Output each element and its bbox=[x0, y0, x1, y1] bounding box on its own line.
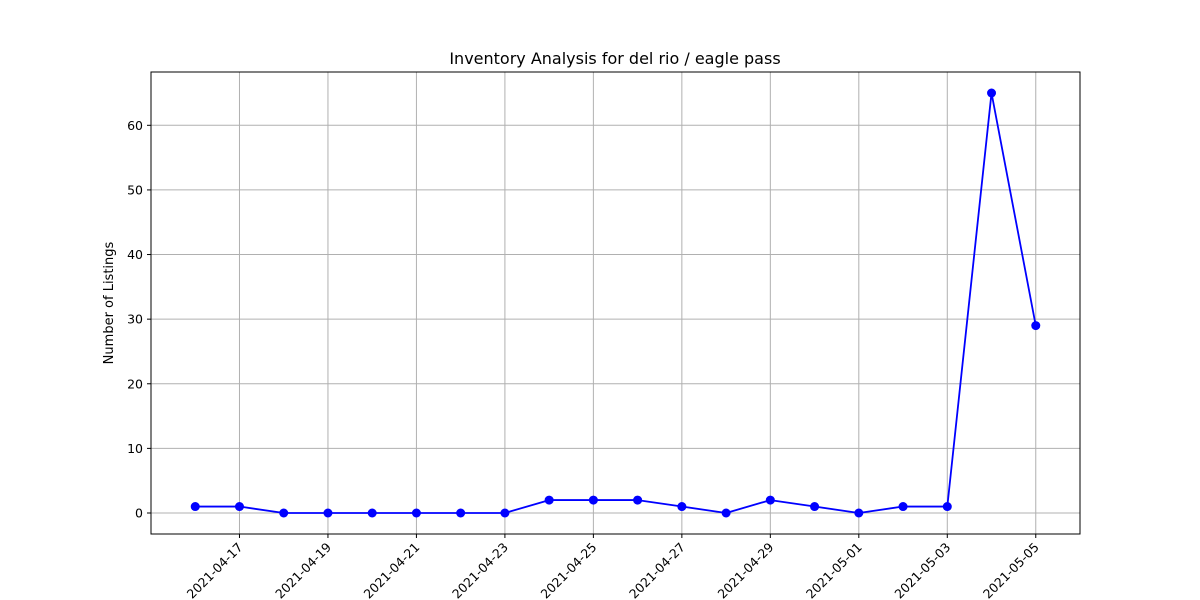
data-point bbox=[411, 508, 421, 518]
data-point bbox=[721, 508, 731, 518]
data-point bbox=[500, 508, 510, 518]
y-tick-label: 30 bbox=[127, 312, 143, 327]
data-point bbox=[544, 495, 554, 505]
data-point bbox=[588, 495, 598, 505]
data-series bbox=[190, 88, 1041, 518]
series-line bbox=[195, 92, 1037, 514]
y-tick-label: 10 bbox=[127, 441, 143, 456]
data-point bbox=[987, 88, 997, 98]
data-point bbox=[677, 502, 687, 512]
data-point bbox=[234, 502, 244, 512]
y-axis-title: Number of Listings bbox=[102, 241, 117, 364]
y-tick-label: 20 bbox=[127, 376, 143, 391]
data-point bbox=[898, 502, 908, 512]
chart-title: Inventory Analysis for del rio / eagle p… bbox=[449, 49, 780, 68]
y-axis-ticks: 0 10 20 30 40 50 60 bbox=[127, 118, 151, 521]
y-tick-label: 0 bbox=[135, 506, 143, 521]
y-tick-label: 50 bbox=[127, 182, 143, 197]
data-point bbox=[810, 502, 820, 512]
data-point bbox=[1031, 321, 1041, 331]
plot-area-frame bbox=[150, 71, 1081, 535]
data-point bbox=[765, 495, 775, 505]
data-point bbox=[633, 495, 643, 505]
data-point bbox=[367, 508, 377, 518]
y-tick-label: 40 bbox=[127, 247, 143, 262]
data-point bbox=[190, 502, 200, 512]
data-point bbox=[854, 508, 864, 518]
data-point bbox=[942, 502, 952, 512]
data-point bbox=[456, 508, 466, 518]
y-tick-label: 60 bbox=[127, 118, 143, 133]
data-point bbox=[323, 508, 333, 518]
data-point bbox=[279, 508, 289, 518]
